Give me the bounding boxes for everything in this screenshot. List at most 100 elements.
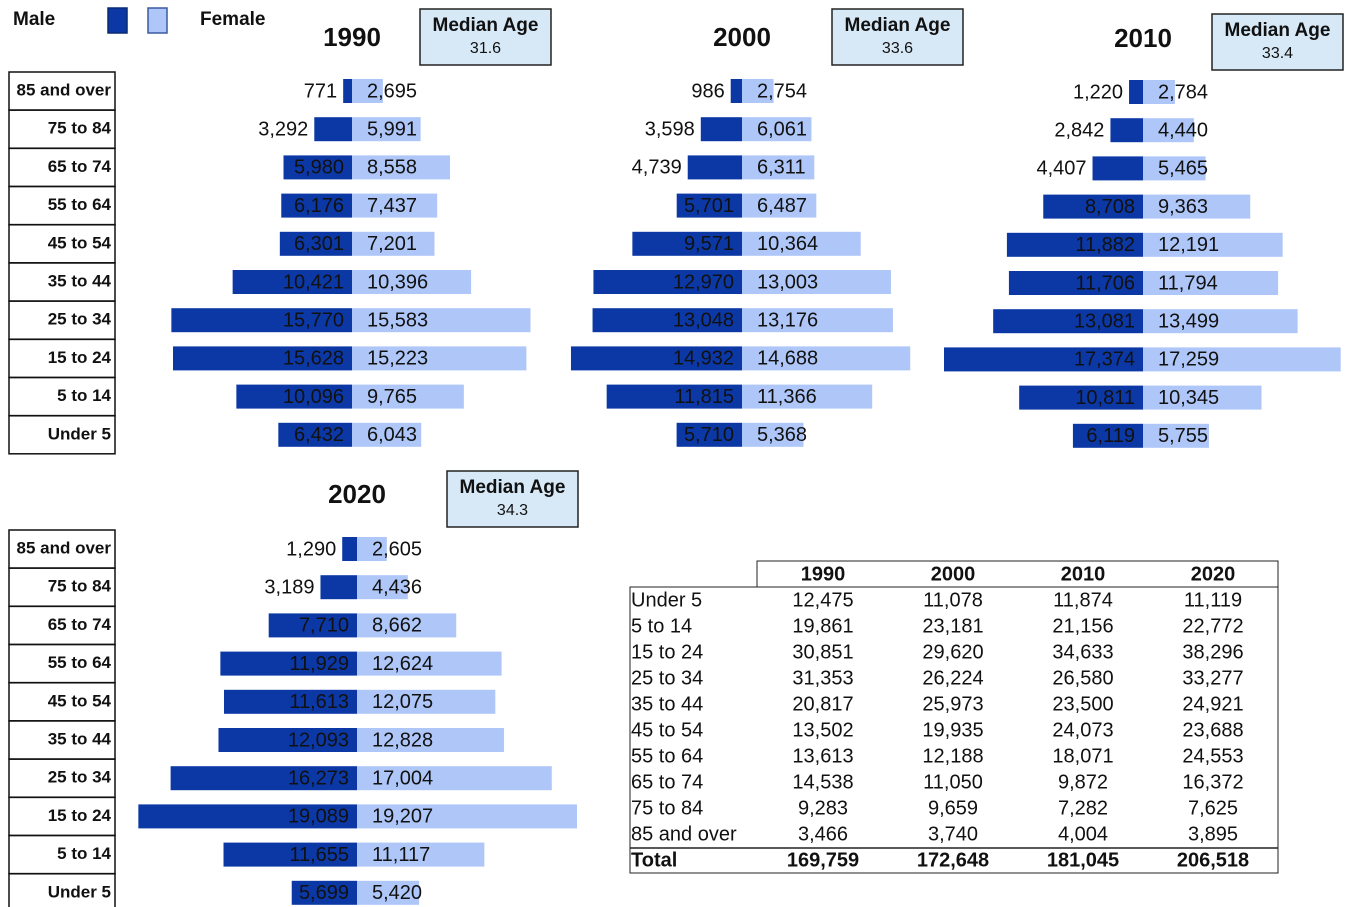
female-bar	[352, 231, 435, 256]
table-cell: 12,475	[792, 589, 853, 611]
male-bar	[676, 422, 742, 447]
female-value-label: 12,191	[1158, 234, 1219, 256]
table-row-label: 55 to 64	[631, 745, 703, 767]
male-bar	[1043, 194, 1143, 219]
median-label: Median Age	[460, 477, 566, 498]
male-bar	[236, 384, 352, 409]
table-cell: 23,500	[1052, 693, 1113, 715]
category-label: 45 to 54	[48, 691, 112, 710]
table-cell: 21,156	[1052, 615, 1113, 637]
female-bar	[357, 689, 496, 714]
median-value: 31.6	[470, 40, 501, 57]
female-bar	[742, 384, 873, 409]
female-value-label: 6,043	[367, 424, 417, 446]
male-bar	[220, 651, 357, 676]
median-box	[1211, 13, 1344, 71]
category-label: 35 to 44	[48, 729, 112, 748]
female-bar	[357, 613, 457, 638]
table-cell: 16,372	[1182, 771, 1243, 793]
female-bar	[742, 270, 891, 294]
category-box	[8, 224, 116, 264]
male-bar	[1072, 423, 1143, 448]
male-bar	[1008, 271, 1143, 295]
table-cell: 11,874	[1053, 589, 1113, 611]
table-row-label: 65 to 74	[631, 771, 703, 793]
female-bar	[742, 308, 893, 333]
female-value-label: 5,465	[1158, 158, 1208, 180]
male-bar	[278, 422, 352, 447]
female-value-label: 11,117	[372, 844, 430, 866]
female-value-label: 9,363	[1158, 196, 1208, 218]
female-bar	[357, 575, 408, 600]
table-cell: 18,071	[1052, 745, 1113, 767]
male-bar	[314, 117, 352, 142]
male-bar	[172, 346, 352, 371]
female-bar	[742, 193, 817, 218]
female-value-label: 12,075	[372, 691, 433, 713]
category-label: 75 to 84	[48, 119, 112, 138]
male-value-label: 3,189	[264, 576, 314, 598]
category-box	[8, 834, 116, 875]
female-bar	[352, 422, 422, 447]
median-box	[831, 8, 964, 66]
female-value-label: 13,499	[1158, 310, 1219, 332]
male-bar	[1092, 156, 1143, 181]
female-value-label: 12,828	[372, 729, 433, 751]
female-bar	[352, 155, 451, 180]
female-bar	[742, 117, 812, 142]
female-bar	[1143, 118, 1194, 143]
female-bar	[742, 231, 861, 256]
female-value-label: 10,364	[757, 233, 818, 255]
category-label: 15 to 24	[48, 348, 112, 367]
table-cell: 23,688	[1182, 719, 1243, 741]
category-box	[8, 71, 116, 111]
male-value-label: 11,815	[674, 386, 734, 408]
table-row-label: 35 to 44	[631, 693, 703, 715]
male-value-label: 9,571	[684, 233, 734, 255]
legend-label: Male	[13, 9, 55, 30]
male-bar	[632, 231, 742, 256]
male-value-label: 5,699	[299, 882, 349, 904]
table-cell: 24,073	[1052, 719, 1113, 741]
table-cell: 14,538	[792, 771, 853, 793]
male-bar	[943, 347, 1143, 372]
table-cell: 34,633	[1052, 641, 1113, 663]
female-bar	[1143, 156, 1206, 181]
table-row-label: 85 and over	[631, 823, 737, 845]
category-label: 85 and over	[17, 538, 112, 557]
male-bar	[687, 155, 742, 180]
female-bar	[352, 193, 438, 218]
table-cell: 19,935	[922, 719, 983, 741]
female-bar	[742, 422, 804, 447]
table-cell: 38,296	[1182, 641, 1243, 663]
table-cell: 13,502	[792, 719, 853, 741]
table-total-cell: 181,045	[1047, 849, 1119, 871]
male-bar	[138, 804, 357, 829]
category-box	[8, 643, 116, 684]
female-bar	[1143, 271, 1279, 295]
category-label: 55 to 64	[48, 195, 112, 214]
female-bar	[352, 117, 421, 142]
female-bar	[357, 537, 387, 561]
table-cell: 23,181	[922, 615, 983, 637]
male-value-label: 16,273	[288, 767, 349, 789]
male-value-label: 5,701	[684, 195, 734, 217]
male-bar	[320, 575, 357, 600]
male-value-label: 2,842	[1054, 119, 1104, 141]
category-box	[8, 376, 116, 417]
male-value-label: 771	[304, 80, 337, 102]
female-value-label: 14,688	[757, 348, 818, 370]
category-label: 65 to 74	[48, 615, 112, 634]
table-row-label: 15 to 24	[631, 641, 703, 663]
female-bar	[357, 651, 502, 676]
female-bar	[1143, 80, 1175, 104]
table-cell: 11,119	[1184, 589, 1242, 611]
table-total-cell: 169,759	[787, 849, 859, 871]
male-bar	[279, 231, 352, 256]
female-value-label: 17,004	[372, 767, 433, 789]
female-bar	[352, 270, 472, 294]
male-bar	[170, 766, 357, 791]
category-box	[8, 415, 116, 455]
female-bar	[357, 842, 485, 867]
